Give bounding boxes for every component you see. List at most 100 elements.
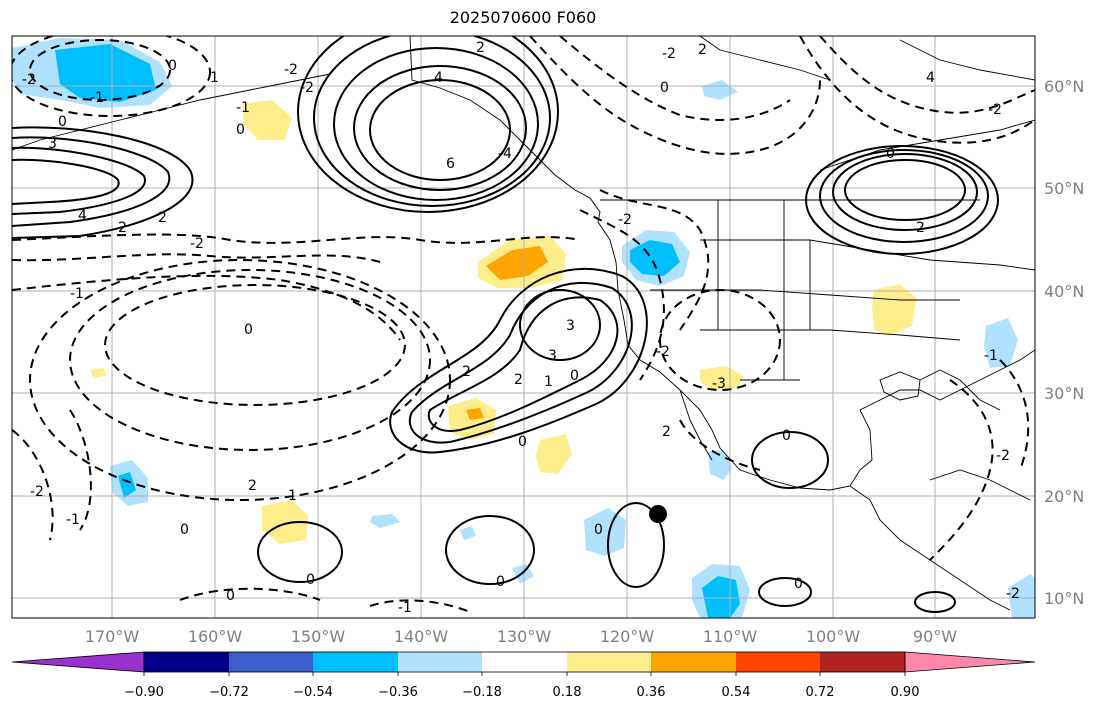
- contour-label: 2: [118, 220, 127, 236]
- contour-line: [12, 253, 381, 263]
- contour-line: [29, 259, 451, 501]
- lat-label: 40°N: [1044, 282, 1084, 301]
- contour-label: 2: [514, 372, 523, 388]
- contour-line: [758, 577, 812, 607]
- contour-line: [529, 36, 821, 155]
- contour-label: -1: [236, 100, 250, 116]
- colorbar-tick-label: −0.90: [124, 685, 164, 700]
- contour-label: -2: [618, 212, 632, 228]
- shade-patch: [486, 246, 548, 280]
- contour-label: -4: [498, 146, 512, 162]
- contour-label: 0: [570, 368, 579, 384]
- contour-line: [832, 153, 978, 231]
- contour-lines-dashed: [12, 36, 1035, 613]
- shade-patch: [630, 240, 680, 276]
- colorbar-segment: [229, 652, 313, 672]
- colorbar-tick-label: −0.36: [378, 685, 418, 700]
- contour-label: 3: [548, 348, 557, 364]
- chart-title: 2025070600 F060: [449, 8, 597, 27]
- contour-label: 0: [168, 58, 177, 74]
- colorbar-segment: [144, 652, 229, 672]
- colorbar-segment: [482, 652, 567, 672]
- contour-label: 0: [496, 574, 505, 590]
- contour-label: 2: [158, 210, 167, 226]
- contour-label: -2: [662, 46, 676, 62]
- contour-line: [12, 136, 171, 227]
- contour-line: [12, 274, 401, 341]
- contour-label: -2: [284, 62, 298, 78]
- contour-line: [519, 289, 601, 361]
- contour-label: -2: [996, 448, 1010, 464]
- contour-label: -1: [66, 512, 80, 528]
- contour-label: 1: [288, 488, 297, 504]
- contour-label: 0: [244, 322, 253, 338]
- contour-label: -2: [22, 72, 36, 88]
- contour-lines: [12, 36, 999, 613]
- shading-layer: [12, 38, 1035, 618]
- contour-label: 6: [446, 156, 455, 172]
- map-frame: [11, 35, 1036, 619]
- contour-line: [445, 515, 535, 585]
- contour-line: [353, 65, 527, 191]
- contour-line: [333, 47, 539, 201]
- contour-line: [69, 269, 431, 451]
- lon-label: 90°W: [913, 627, 957, 646]
- lon-labels: 170°W 160°W 150°W 140°W 130°W 120°W 110°…: [85, 627, 957, 646]
- shade-patch: [536, 434, 572, 474]
- contour-line: [607, 502, 665, 588]
- contour-label: 2: [476, 40, 485, 56]
- contour-line: [914, 591, 956, 613]
- colorbar-segment: [820, 652, 905, 672]
- lon-label: 100°W: [806, 627, 861, 646]
- colorbar-segment: [651, 652, 736, 672]
- contour-label: 0: [236, 122, 245, 138]
- colorbar-tick-label: −0.72: [209, 685, 249, 700]
- contour-line: [369, 599, 471, 613]
- contour-line: [819, 36, 1035, 114]
- map-panel: 0 -1 -2 2 4 1 0 -1 -2 2 -2 0 3 4 2 -2 -1…: [12, 36, 1035, 618]
- contour-line: [805, 145, 999, 255]
- colorbar-tick-label: 0.72: [806, 685, 835, 700]
- contour-label: 0: [660, 80, 669, 96]
- contour-label: 0: [782, 428, 791, 444]
- lat-label: 60°N: [1044, 77, 1084, 96]
- lon-label: 110°W: [703, 627, 758, 646]
- shade-patch: [584, 508, 626, 556]
- contour-line: [599, 189, 710, 331]
- shade-patch: [262, 500, 308, 544]
- contour-label: 1: [210, 70, 219, 86]
- contour-line: [12, 146, 146, 215]
- lat-labels: 60°N 50°N 40°N 30°N 20°N 10°N: [1044, 77, 1084, 608]
- colorbar-segment: [313, 652, 398, 672]
- coastlines: [12, 36, 1035, 611]
- contour-label: -2: [300, 80, 314, 96]
- contour-line: [427, 296, 619, 432]
- contour-label: 1: [544, 374, 553, 390]
- contour-line: [579, 209, 665, 381]
- contour-label: -1: [70, 286, 84, 302]
- contour-label: 0: [180, 522, 189, 538]
- colorbar-tick-label: 0.36: [637, 685, 666, 700]
- contour-label: 0: [594, 522, 603, 538]
- shade-patch: [700, 366, 744, 390]
- contour-label: 0: [794, 576, 803, 592]
- contour-label: 0: [58, 114, 67, 130]
- shade-patch: [370, 514, 400, 528]
- contour-line: [12, 158, 120, 205]
- colorbar-tick-label: −0.54: [293, 685, 333, 700]
- contour-label: -1: [398, 600, 412, 616]
- lon-label: 170°W: [85, 627, 140, 646]
- contour-line: [297, 36, 559, 213]
- colorbar-tick-label: −0.18: [462, 685, 502, 700]
- lat-label: 50°N: [1044, 179, 1084, 198]
- contour-line: [929, 379, 994, 561]
- contour-label: 2: [462, 364, 471, 380]
- contour-line: [257, 521, 343, 583]
- lon-label: 130°W: [497, 627, 552, 646]
- contour-line: [679, 419, 761, 471]
- contour-line: [659, 289, 781, 391]
- contour-label: 4: [78, 208, 87, 224]
- contour-label: 2: [662, 424, 671, 440]
- contour-label: 3: [48, 136, 57, 152]
